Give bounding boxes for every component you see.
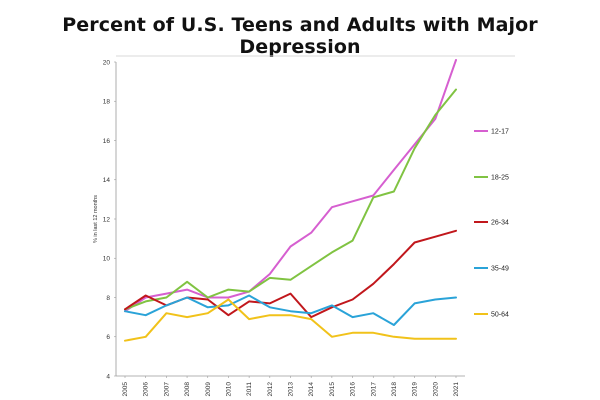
legend: 12-17 18-25 26-34 35-49 50-64 — [474, 129, 509, 319]
series-line-50-64 — [124, 298, 457, 342]
y-tick-label: 20 — [103, 59, 111, 66]
y-tick-label: 4 — [106, 373, 110, 380]
chart-title: Percent of U.S. Teens and Adults with Ma… — [62, 14, 538, 58]
series-line-35-49 — [124, 294, 457, 326]
x-tick-label: 2006 — [143, 382, 150, 397]
x-tick-label: 2012 — [267, 382, 274, 397]
x-tick-label: 2015 — [329, 382, 336, 397]
tick-labels: 4 6 8 10 12 14 16 18 20 % in last 12 months 2005 20… — [93, 59, 460, 396]
x-tick-label: 2017 — [370, 382, 377, 397]
legend-label-35-49: 35-49 — [491, 266, 509, 273]
y-axis-label: % in last 12 months — [93, 195, 99, 243]
legend-label-50-64: 50-64 — [491, 312, 509, 319]
x-tick-label: 2008 — [184, 382, 191, 397]
legend-label-12-17: 12-17 — [491, 129, 509, 136]
y-tick-label: 10 — [103, 256, 111, 263]
x-tick-label: 2007 — [163, 382, 170, 397]
legend-label-18-25: 18-25 — [491, 175, 509, 182]
x-tick-label: 2016 — [350, 382, 357, 397]
y-tick-label: 14 — [103, 177, 111, 184]
x-tick-label: 2011 — [246, 382, 253, 396]
axes — [115, 55, 515, 377]
x-tick-label: 2005 — [122, 382, 129, 397]
y-tick-label: 6 — [106, 334, 110, 341]
x-tick-label: 2013 — [288, 382, 295, 397]
series-lines — [124, 59, 457, 342]
series-line-18-25 — [124, 88, 457, 311]
y-tick-label: 16 — [103, 138, 111, 145]
y-tick-label: 8 — [106, 295, 110, 302]
x-tick-label: 2010 — [225, 382, 232, 397]
y-tick-label: 12 — [103, 216, 111, 223]
x-tick-label: 2018 — [391, 382, 398, 397]
y-tick-label: 18 — [103, 99, 111, 106]
series-line-12-17 — [124, 59, 457, 313]
x-tick-label: 2019 — [412, 382, 419, 397]
x-tick-label: 2014 — [308, 382, 315, 397]
x-tick-label: 2020 — [432, 382, 439, 397]
x-tick-label: 2009 — [205, 382, 212, 397]
legend-label-26-34: 26-34 — [491, 220, 509, 227]
series-line-26-34 — [124, 229, 457, 319]
x-tick-label: 2021 — [453, 382, 460, 397]
